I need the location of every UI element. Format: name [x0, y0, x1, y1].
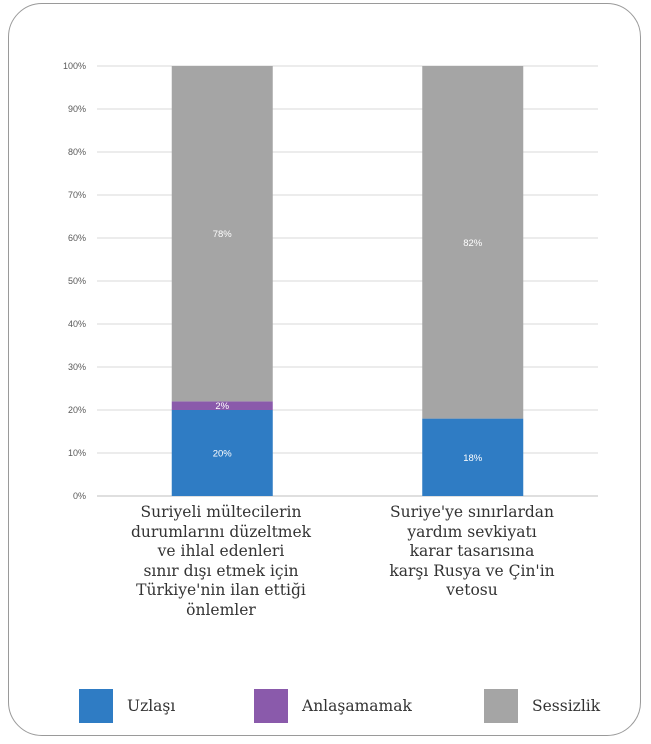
- bar-segment: [171, 410, 273, 496]
- data-label: 78%: [213, 229, 233, 240]
- y-tick-label: 0%: [73, 491, 86, 501]
- data-label: 18%: [463, 453, 483, 464]
- y-tick-label: 50%: [68, 276, 86, 286]
- category-label-0: Suriyeli mültecilerin durumlarını düzelt…: [130, 503, 312, 619]
- y-tick-label: 100%: [63, 61, 86, 71]
- y-axis-ticks: 0% 10% 20% 30% 40% 50% 60% 70% 80% 90% 100%: [63, 61, 86, 501]
- y-tick-label: 20%: [68, 405, 86, 415]
- bar-segment: [171, 66, 273, 402]
- y-tick-label: 30%: [68, 362, 86, 372]
- data-labels: 20% 2% 78% 18% 82%: [213, 229, 483, 464]
- bars: [171, 66, 524, 496]
- category-label-1: Suriye'ye sınırlardan yardım sevkiyatı k…: [389, 503, 555, 599]
- legend-swatch-uzlasi: [79, 689, 113, 723]
- legend-label-anlasamamak: Anlaşamamak: [302, 697, 412, 715]
- legend-label-uzlasi: Uzlaşı: [127, 697, 176, 715]
- y-tick-label: 40%: [68, 319, 86, 329]
- bar-segment: [171, 401, 273, 410]
- y-tick-label: 80%: [68, 147, 86, 157]
- bar-segment: [422, 418, 524, 496]
- chart-frame: [8, 3, 641, 736]
- y-tick-label: 60%: [68, 233, 86, 243]
- legend-item-uzlasi: Uzlaşı: [79, 689, 175, 723]
- legend-label-sessizlik: Sessizlik: [532, 697, 601, 715]
- data-label: 82%: [463, 238, 483, 249]
- legend-item-anlasamamak: Anlaşamamak: [254, 689, 412, 723]
- y-tick-label: 10%: [68, 448, 86, 458]
- bar-segment: [422, 66, 524, 419]
- data-label: 2%: [215, 401, 229, 412]
- legend-swatch-anlasamamak: [254, 689, 288, 723]
- data-label: 20%: [213, 449, 233, 460]
- legend-swatch-sessizlik: [484, 689, 518, 723]
- legend-item-sessizlik: Sessizlik: [484, 689, 600, 723]
- y-tick-label: 70%: [68, 190, 86, 200]
- y-tick-label: 90%: [68, 104, 86, 114]
